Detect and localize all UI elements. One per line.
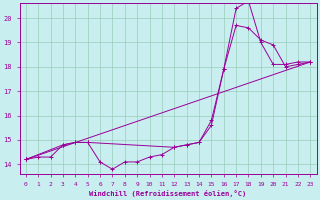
X-axis label: Windchill (Refroidissement éolien,°C): Windchill (Refroidissement éolien,°C) [90, 190, 247, 197]
